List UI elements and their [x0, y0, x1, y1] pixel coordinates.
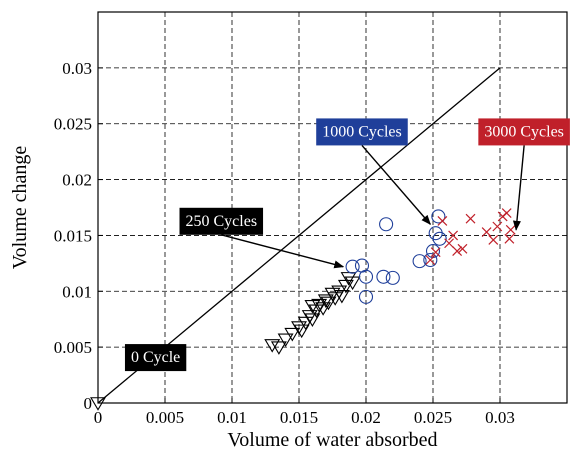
data-point-circle — [385, 270, 400, 285]
data-point-circle — [345, 259, 360, 274]
data-point-cross — [444, 238, 455, 249]
data-point-triangle — [317, 294, 334, 308]
annotation-box — [179, 207, 264, 235]
y-tick-label: 0.015 — [54, 226, 92, 245]
annotation-box — [124, 344, 187, 372]
y-tick-label: 0.01 — [62, 282, 92, 301]
y-tick-label: 0.02 — [62, 171, 92, 190]
data-point-cross — [501, 208, 512, 219]
annotation-text: 0 Cycle — [131, 349, 180, 366]
data-point-triangle — [277, 333, 294, 348]
annotation-arrow — [361, 144, 431, 226]
y-axis-title: Volume change — [9, 146, 31, 270]
data-point-triangle — [320, 296, 337, 311]
annotation-label: 250 Cycles — [179, 207, 345, 269]
data-point-triangle — [311, 298, 328, 313]
data-points — [90, 208, 516, 411]
data-point-circle — [358, 289, 374, 304]
plot-frame — [97, 11, 568, 404]
data-point-triangle — [284, 327, 301, 342]
data-point-cross — [492, 221, 503, 232]
data-point-cross — [504, 233, 515, 244]
data-point-cross — [505, 224, 516, 235]
data-point-circle — [412, 254, 427, 269]
axis-ticks: 0 0.005 0.01 0.015 0.02 0.025 0.03 0 0.005 0.01 0.… — [54, 59, 515, 427]
annotations: 0 Cycle 250 Cycles 1000 Cycles 3000 Cycles — [124, 118, 570, 372]
data-point-triangle — [301, 310, 318, 324]
y-tick-label: 0.03 — [62, 59, 92, 78]
data-point-circle — [431, 209, 446, 224]
x-tick-label: 0 — [94, 408, 103, 427]
x-tick-label: 0.005 — [146, 408, 184, 427]
data-point-triangle — [291, 321, 307, 335]
data-point-cross — [430, 247, 441, 258]
annotation-text: 3000 Cycles — [484, 123, 564, 140]
x-tick-label: 0.025 — [414, 408, 452, 427]
data-point-cross — [452, 246, 463, 256]
annotation-label: 3000 Cycles — [478, 118, 570, 231]
annotation-arrow — [512, 145, 525, 231]
annotation-box — [478, 118, 570, 146]
data-point-circle — [379, 217, 394, 232]
x-tick-label: 0.02 — [351, 408, 381, 427]
data-point-triangle — [344, 276, 361, 291]
annotation-text: 1000 Cycles — [322, 123, 402, 140]
x-tick-label: 0.015 — [280, 408, 318, 427]
data-point-triangle — [264, 339, 281, 353]
data-point-triangle — [340, 272, 357, 286]
data-point-cross — [465, 213, 476, 224]
data-point-triangle — [304, 313, 321, 327]
annotation-label: 1000 Cycles — [316, 118, 431, 226]
data-point-circle — [423, 252, 438, 268]
y-tick-label: 0.025 — [54, 115, 92, 134]
data-point-triangle — [333, 289, 350, 304]
data-point-triangle — [297, 316, 314, 331]
annotation-arrow — [221, 234, 345, 269]
data-point-circle — [376, 269, 391, 284]
data-point-cross — [448, 230, 459, 241]
data-point-triangle — [293, 324, 310, 339]
data-point-circle — [358, 269, 374, 284]
data-point-triangle — [327, 292, 344, 306]
x-axis-title: Volume of water absorbed — [227, 429, 437, 451]
y-tick-label: 0 — [84, 394, 93, 413]
x-tick-label: 0.03 — [485, 408, 515, 427]
annotation-label: 0 Cycle — [124, 344, 187, 372]
x-tick-label: 0.01 — [217, 408, 247, 427]
y-tick-label: 0.005 — [54, 338, 92, 357]
data-point-cross — [488, 234, 499, 245]
data-point-cross — [457, 243, 468, 254]
data-point-cross — [425, 255, 436, 265]
data-point-cross — [437, 215, 448, 226]
annotation-text: 250 Cycles — [186, 213, 258, 230]
data-point-cross — [481, 227, 492, 238]
data-point-circle — [432, 231, 447, 246]
data-point-triangle — [270, 341, 287, 355]
annotation-box — [316, 118, 408, 146]
